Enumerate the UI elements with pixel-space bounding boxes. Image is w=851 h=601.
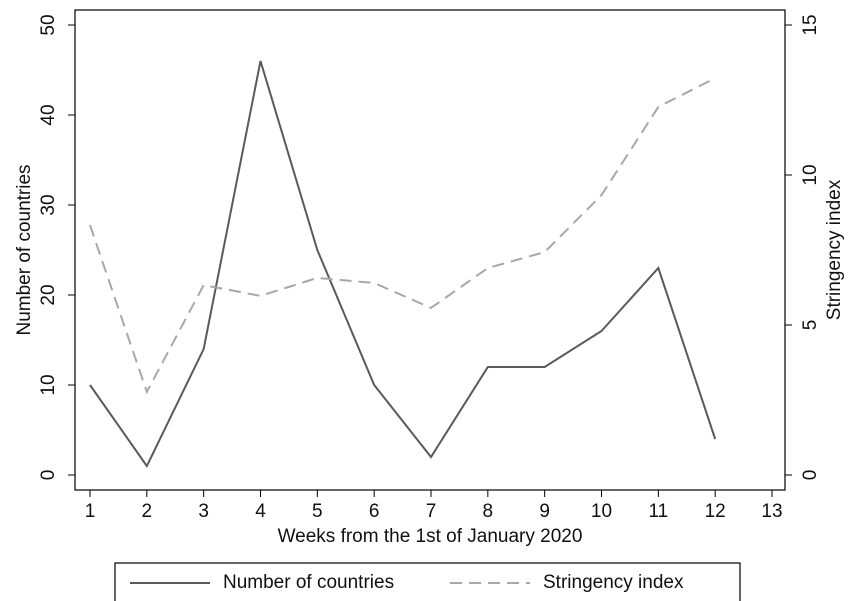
y-tick-label: 30: [38, 194, 59, 215]
x-tick-label: 2: [142, 501, 153, 522]
x-tick-label: 10: [591, 501, 612, 522]
y2-tick-label: 15: [800, 14, 821, 35]
y2-axis-label: Stringency index: [824, 179, 845, 320]
plot-frame: [74, 9, 786, 491]
x-tick-label: 11: [648, 501, 668, 522]
x-tick-label: 6: [369, 501, 380, 522]
y2-tick-label: 10: [800, 164, 821, 185]
y-tick-label: 20: [38, 284, 59, 305]
x-axis-label: Weeks from the 1st of January 2020: [278, 526, 583, 547]
legend-box: [114, 562, 741, 601]
x-tick-label: 1: [85, 501, 96, 522]
x-tick-label: 12: [705, 501, 726, 522]
x-tick-label: 5: [312, 501, 323, 522]
legend-label: Stringency index: [543, 572, 684, 593]
y-axis-label: Number of countries: [14, 164, 35, 335]
x-tick-label: 4: [255, 501, 266, 522]
y2-tick-label: 0: [800, 470, 821, 481]
series-line: [89, 77, 716, 395]
x-tick-label: 8: [483, 501, 494, 522]
y-tick-label: 40: [38, 104, 59, 125]
y-tick-label: 0: [38, 470, 59, 481]
y-tick-label: 50: [38, 14, 59, 35]
x-tick-label: 7: [426, 501, 437, 522]
x-tick-label: 3: [198, 501, 209, 522]
y2-tick-label: 5: [800, 320, 821, 331]
series-line: [89, 60, 717, 468]
y-tick-label: 10: [38, 374, 59, 395]
x-tick-label: 13: [761, 501, 782, 522]
legend-label: Number of countries: [223, 572, 394, 593]
x-tick-label: 9: [539, 501, 550, 522]
